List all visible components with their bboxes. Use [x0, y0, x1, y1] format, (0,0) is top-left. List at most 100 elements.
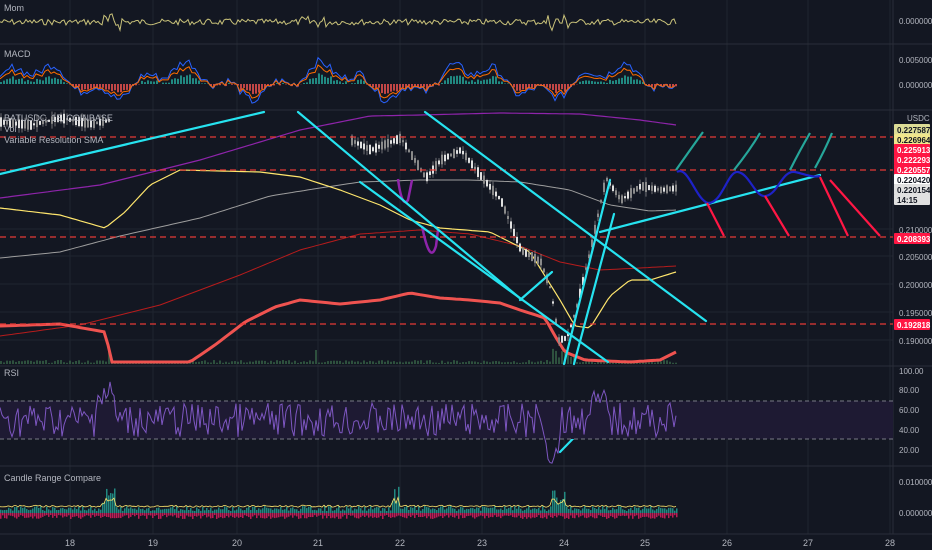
- crc-bar-down: [530, 513, 532, 519]
- crc-bar-down: [314, 513, 316, 516]
- candle-body: [492, 185, 494, 196]
- candle-body: [606, 177, 608, 182]
- macd-bar: [606, 82, 608, 84]
- crc-bar-up: [610, 510, 612, 513]
- crc-bar-down: [84, 513, 86, 517]
- crc-bar-down: [628, 513, 630, 519]
- volume-bar: [504, 362, 506, 364]
- crc-bar-up: [552, 490, 554, 513]
- candle-body: [90, 120, 92, 128]
- candle-body: [600, 200, 602, 203]
- volume-bar: [405, 361, 407, 364]
- macd-bar: [324, 76, 326, 84]
- crc-bar-up: [490, 507, 492, 513]
- rsi-panel[interactable]: RSI: [0, 368, 893, 464]
- macd-bar: [390, 84, 392, 92]
- crc-bar-down: [32, 513, 34, 519]
- crc-bar-up: [100, 509, 102, 513]
- crc-bar-up: [138, 507, 140, 513]
- crc-bar-down: [504, 513, 506, 516]
- macd-bar: [393, 84, 395, 91]
- volume-bar: [423, 362, 425, 364]
- macd-bar: [600, 81, 602, 84]
- crc-bar-down: [104, 513, 106, 517]
- crc-bar-down: [620, 513, 622, 517]
- macd-bar: [471, 80, 473, 84]
- crc-bar-down: [602, 513, 604, 518]
- time-tick-label: 25: [640, 538, 650, 548]
- crc-bar-up: [268, 508, 270, 513]
- crc-bar-down: [428, 513, 430, 517]
- crc-bar-up: [540, 510, 542, 513]
- crc-bar-up: [256, 509, 258, 513]
- volume-bar: [429, 360, 431, 364]
- crc-bar-up: [320, 508, 322, 513]
- macd-bar: [6, 79, 8, 84]
- crc-bar-up: [176, 506, 178, 513]
- crc-bar-down: [6, 513, 8, 519]
- candle-body: [57, 115, 59, 122]
- volume-bar: [606, 362, 608, 364]
- crc-panel[interactable]: Candle Range Compare: [0, 473, 678, 519]
- candle-body: [471, 160, 473, 169]
- volume-bar: [192, 360, 194, 364]
- crc-bar-up: [498, 509, 500, 513]
- crc-bar-up: [480, 510, 482, 513]
- crc-bar-down: [282, 513, 284, 517]
- price-axis[interactable]: 0.000000 0.005000 0.000000 USDC 0.210000…: [899, 17, 932, 518]
- macd-bar: [318, 73, 320, 84]
- crc-bar-up: [566, 506, 568, 513]
- macd-bar: [330, 76, 332, 84]
- price-badge-label: 0.222293: [897, 156, 931, 165]
- candle-body: [588, 254, 590, 259]
- crc-bar-up: [52, 506, 54, 513]
- time-axis[interactable]: 18 19 20 21 22 23 24 25 26 27 28: [65, 538, 895, 548]
- macd-bar: [168, 82, 170, 84]
- macd-bar: [246, 84, 248, 91]
- volume-bar: [339, 360, 341, 364]
- crc-bar-up: [254, 506, 256, 513]
- crc-bar-down: [392, 513, 394, 518]
- macd-bar: [609, 79, 611, 84]
- crc-bar-down: [576, 513, 578, 516]
- crc-bar-down: [358, 513, 360, 519]
- mom-panel[interactable]: Mom: [0, 3, 677, 33]
- crc-bar-down: [320, 513, 322, 516]
- crc-bar-up: [126, 506, 128, 513]
- crc-bar-down: [632, 513, 634, 519]
- crc-bar-up: [260, 509, 262, 513]
- macd-bar: [27, 79, 29, 84]
- crc-bar-down: [226, 513, 228, 517]
- crc-bar-down: [174, 513, 176, 516]
- crc-bar-down: [378, 513, 380, 518]
- price-badge-label: 0.225913: [897, 146, 931, 155]
- candle-body: [564, 336, 566, 341]
- volume-bar: [48, 362, 50, 364]
- macd-bar: [381, 84, 383, 94]
- crc-bar-up: [478, 507, 480, 513]
- crc-bar-up: [110, 493, 112, 513]
- crc-bar-up: [466, 508, 468, 513]
- crc-bar-up: [234, 510, 236, 513]
- crc-bar-down: [618, 513, 620, 516]
- macd-panel[interactable]: MACD: [0, 49, 677, 104]
- crc-bar-up: [340, 510, 342, 513]
- crc-bar-down: [638, 513, 640, 519]
- volume-bar: [435, 362, 437, 364]
- crc-bar-down: [64, 513, 66, 517]
- crc-bar-up: [380, 510, 382, 513]
- candle-body: [402, 140, 404, 143]
- crc-bar-up: [558, 503, 560, 513]
- candle-body: [69, 117, 71, 122]
- macd-bar: [528, 84, 530, 88]
- crc-bar-up: [396, 500, 398, 513]
- crc-bar-up: [222, 509, 224, 513]
- candle-body: [363, 143, 365, 150]
- crc-bar-down: [52, 513, 54, 518]
- price-panel[interactable]: BATUSDC, 15, COINBASE Vol Variable Resol…: [0, 109, 893, 454]
- candle-body: [42, 120, 44, 125]
- crc-bar-up: [290, 508, 292, 513]
- crc-bar-up: [408, 509, 410, 513]
- crc-bar-down: [216, 513, 218, 519]
